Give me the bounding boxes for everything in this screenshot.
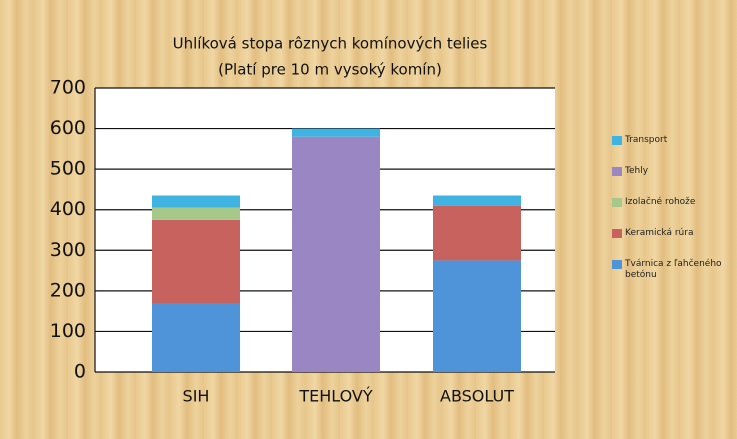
y-tick-label: 600	[50, 117, 86, 139]
legend-label: Tvárnica z ľahčeného betónu	[625, 259, 722, 280]
y-tick-label: 700	[50, 77, 86, 99]
legend-swatch	[612, 136, 622, 145]
bar-segment	[433, 195, 521, 206]
y-tick-label: 0	[74, 361, 86, 383]
x-tick-label: ABSOLUT	[440, 387, 514, 406]
legend-swatch	[612, 198, 622, 207]
x-tick-label: TEHLOVÝ	[298, 387, 373, 406]
bar-segment	[292, 136, 380, 372]
chart-title: Uhlíková stopa rôznych komínových telies	[173, 35, 488, 53]
y-tick-label: 400	[50, 198, 86, 220]
bar-segment	[152, 219, 240, 304]
legend-item: Izolačné rohože	[612, 197, 722, 208]
y-tick-label: 500	[50, 158, 86, 180]
legend-item: Tehly	[612, 166, 722, 177]
bar-segment	[152, 207, 240, 220]
legend-swatch	[612, 167, 622, 176]
bar-segment	[433, 260, 521, 372]
bar-segment	[152, 195, 240, 208]
legend-label: Transport	[625, 135, 668, 145]
legend-item: Transport	[612, 135, 722, 146]
legend-swatch	[612, 229, 622, 238]
y-tick-label: 100	[50, 320, 86, 342]
legend-label: Keramická rúra	[625, 228, 694, 238]
bar-segment	[292, 128, 380, 137]
bar-segment	[433, 205, 521, 261]
chart-subtitle: (Platí pre 10 m vysoký komín)	[218, 61, 442, 79]
legend-item: Keramická rúra	[612, 228, 722, 239]
legend-item: Tvárnica z ľahčeného betónu	[612, 259, 722, 281]
x-tick-label: SIH	[183, 387, 210, 406]
legend-swatch	[612, 260, 622, 269]
bar-segment	[152, 303, 240, 372]
legend-label: Tehly	[625, 166, 649, 176]
y-tick-label: 200	[50, 279, 86, 301]
y-tick-label: 300	[50, 239, 86, 261]
legend: Transport Tehly Izolačné rohože Keramická r…	[612, 135, 722, 301]
legend-label: Izolačné rohože	[625, 197, 696, 207]
